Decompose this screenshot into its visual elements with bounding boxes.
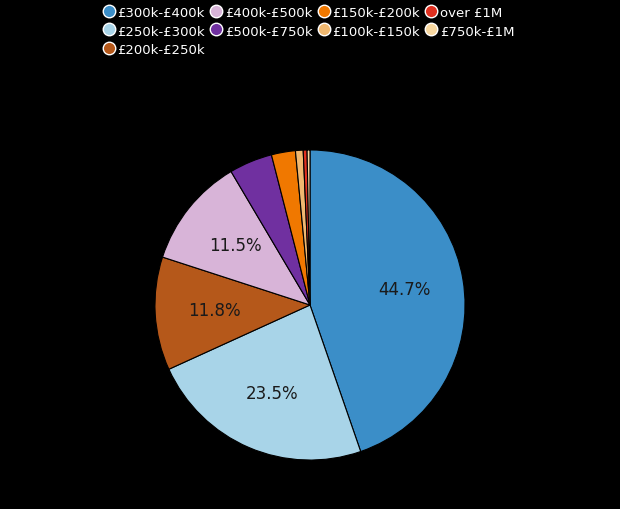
Wedge shape	[307, 151, 310, 305]
Wedge shape	[272, 151, 310, 305]
Wedge shape	[155, 258, 310, 370]
Wedge shape	[162, 172, 310, 305]
Legend: £300k-£400k, £250k-£300k, £200k-£250k, £400k-£500k, £500k-£750k, £150k-£200k, £1: £300k-£400k, £250k-£300k, £200k-£250k, £…	[102, 3, 518, 61]
Text: 23.5%: 23.5%	[246, 385, 298, 403]
Wedge shape	[303, 151, 310, 305]
Text: 11.5%: 11.5%	[209, 237, 261, 254]
Wedge shape	[169, 305, 361, 460]
Wedge shape	[295, 151, 310, 305]
Text: 11.8%: 11.8%	[188, 302, 241, 320]
Text: 44.7%: 44.7%	[379, 280, 431, 298]
Wedge shape	[231, 156, 310, 305]
Wedge shape	[310, 151, 465, 451]
